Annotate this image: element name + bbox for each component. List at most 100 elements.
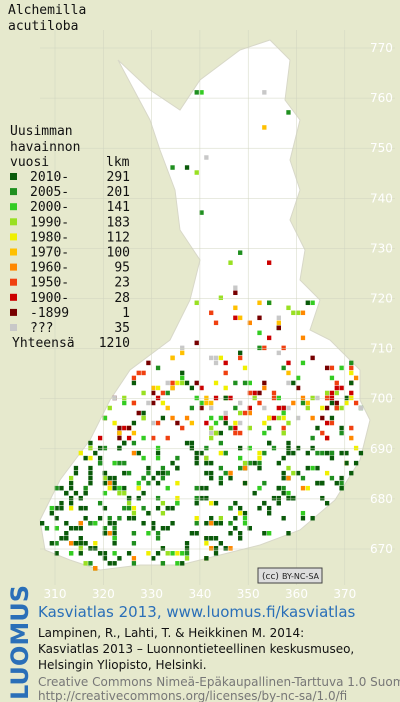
legend-col: vuosi xyxy=(10,155,49,170)
occurrence-square xyxy=(281,515,286,521)
occurrence-square xyxy=(242,380,248,386)
occurrence-square xyxy=(194,515,199,521)
occurrence-square xyxy=(286,380,291,386)
occurrence-square xyxy=(160,500,166,506)
occurrence-square xyxy=(131,375,137,381)
occurrence-square xyxy=(349,390,354,396)
occurrence-square xyxy=(204,556,209,561)
occurrence-square xyxy=(349,470,354,476)
occurrence-square xyxy=(300,335,306,341)
occurrence-square xyxy=(247,390,252,396)
occurrence-square xyxy=(112,551,117,556)
occurrence-square xyxy=(102,475,108,481)
occurrence-square xyxy=(131,531,137,536)
legend-count: 100 xyxy=(107,246,130,261)
occurrence-square xyxy=(131,556,137,561)
occurrence-square xyxy=(83,515,88,521)
occurrence-square xyxy=(315,425,320,431)
occurrence-square xyxy=(189,405,195,411)
legend-count: 35 xyxy=(114,321,130,336)
occurrence-square xyxy=(218,480,224,486)
x-label: 320 xyxy=(92,587,115,601)
occurrence-square xyxy=(252,390,257,396)
occurrence-square xyxy=(194,395,199,401)
occurrence-square xyxy=(64,536,69,541)
occurrence-square xyxy=(228,505,233,511)
occurrence-square xyxy=(151,385,156,391)
occurrence-square xyxy=(131,510,137,516)
occurrence-square xyxy=(93,450,98,456)
occurrence-square xyxy=(155,470,161,476)
occurrence-square xyxy=(204,536,209,541)
occurrence-square xyxy=(194,340,199,346)
occurrence-square xyxy=(228,546,233,551)
occurrence-square xyxy=(242,520,248,526)
occurrence-square xyxy=(247,380,252,386)
occurrence-square xyxy=(97,460,103,466)
occurrence-square xyxy=(295,385,301,391)
occurrence-square xyxy=(146,465,151,471)
occurrence-square xyxy=(339,405,344,411)
occurrence-square xyxy=(73,470,79,476)
occurrence-square xyxy=(257,315,262,321)
occurrence-square xyxy=(73,490,79,496)
occurrence-square xyxy=(281,490,286,496)
occurrence-square xyxy=(155,536,161,541)
occurrence-square xyxy=(146,551,151,556)
occurrence-square xyxy=(247,405,252,411)
y-label: 680 xyxy=(370,492,393,506)
occurrence-square xyxy=(155,385,161,391)
occurrence-square xyxy=(175,465,180,471)
badge-text: BY-NC-SA xyxy=(282,572,320,581)
occurrence-square xyxy=(300,475,306,481)
occurrence-square xyxy=(175,455,180,461)
occurrence-square xyxy=(93,520,98,526)
occurrence-square xyxy=(184,440,190,446)
occurrence-square xyxy=(122,505,127,511)
occurrence-square xyxy=(180,375,185,381)
occurrence-square xyxy=(117,445,122,451)
occurrence-square xyxy=(218,355,224,361)
occurrence-square xyxy=(334,400,339,406)
occurrence-square xyxy=(267,260,272,265)
occurrence-square xyxy=(271,395,277,401)
occurrence-square xyxy=(204,520,209,526)
occurrence-square xyxy=(267,425,272,431)
occurrence-square xyxy=(170,551,175,556)
occurrence-square xyxy=(160,525,166,531)
occurrence-square xyxy=(83,505,88,511)
occurrence-square xyxy=(300,310,306,316)
occurrence-square xyxy=(228,531,233,536)
occurrence-square xyxy=(349,365,354,371)
occurrence-square xyxy=(257,505,262,511)
occurrence-square xyxy=(175,500,180,506)
x-label: 310 xyxy=(44,587,67,601)
occurrence-square xyxy=(112,541,117,546)
occurrence-square xyxy=(160,390,166,396)
occurrence-square xyxy=(257,330,262,336)
occurrence-square xyxy=(329,365,335,371)
occurrence-square xyxy=(286,445,291,451)
occurrence-square xyxy=(194,170,199,175)
occurrence-square xyxy=(223,410,228,416)
occurrence-square xyxy=(204,541,209,546)
occurrence-square xyxy=(102,531,108,536)
occurrence-square xyxy=(141,505,146,511)
occurrence-square xyxy=(112,395,117,401)
occurrence-square xyxy=(300,360,306,366)
occurrence-square xyxy=(310,300,315,306)
occurrence-square xyxy=(112,531,117,536)
occurrence-square xyxy=(73,525,79,531)
occurrence-square xyxy=(54,525,59,531)
occurrence-square xyxy=(238,350,243,356)
occurrence-square xyxy=(209,430,214,436)
occurrence-square xyxy=(320,495,325,501)
occurrence-square xyxy=(141,435,146,441)
occurrence-square xyxy=(291,310,296,316)
occurrence-square xyxy=(276,405,281,411)
occurrence-square xyxy=(180,350,185,356)
occurrence-square xyxy=(199,495,204,501)
occurrence-square xyxy=(194,300,199,306)
occurrence-square xyxy=(310,445,315,451)
occurrence-square xyxy=(233,290,238,296)
